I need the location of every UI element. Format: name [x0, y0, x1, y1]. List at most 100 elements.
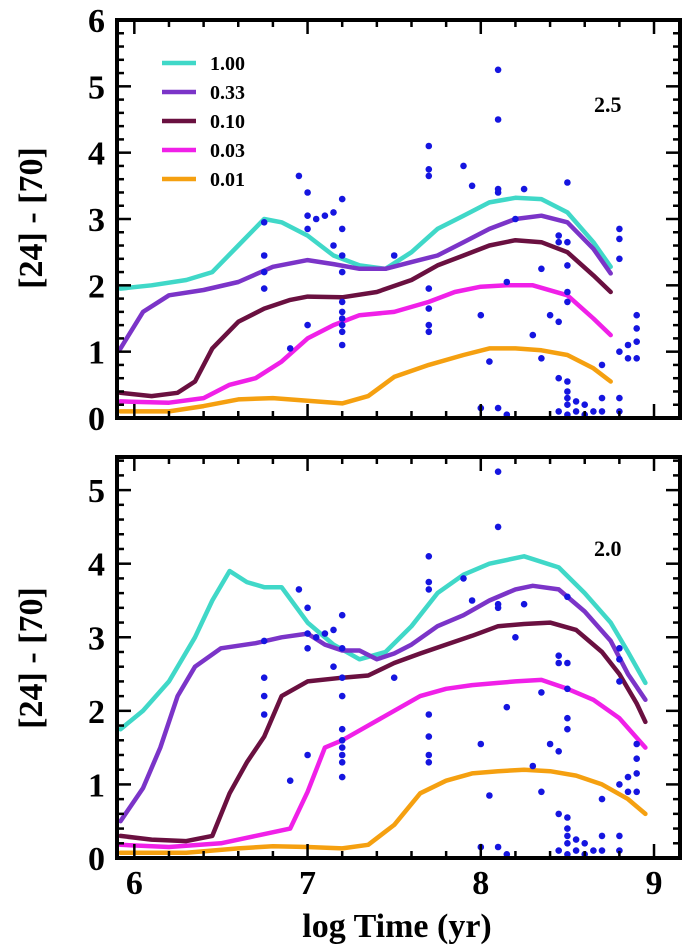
- data-point: [486, 792, 493, 799]
- data-point: [304, 225, 311, 233]
- legend-label-1.00: 1.00: [210, 53, 245, 75]
- data-point: [304, 751, 311, 759]
- data-point: [304, 212, 311, 219]
- series-line-0.01: [118, 346, 613, 414]
- data-point: [260, 711, 268, 718]
- legend-label-0.33: 0.33: [210, 82, 245, 104]
- data-point: [564, 238, 571, 246]
- data-point: [330, 663, 337, 670]
- data-point: [338, 737, 346, 744]
- axis-frame: [115, 18, 682, 420]
- data-point: [286, 345, 294, 352]
- data-point: [425, 166, 433, 173]
- x-tick-label: 9: [646, 865, 663, 902]
- data-point: [494, 523, 502, 531]
- data-point: [425, 142, 433, 150]
- y-tick-label: 6: [88, 3, 105, 40]
- axis-frame: [115, 455, 682, 860]
- data-point: [338, 692, 346, 700]
- chart-panel-2: 6 7 8 9 0 1 2 3 4 5 [24] - [70] 2.0: [13, 455, 682, 902]
- data-point: [260, 219, 268, 226]
- data-point: [546, 740, 554, 748]
- panel-label: 2.5: [594, 92, 622, 117]
- legend: 1.00 0.33 0.10 0.03 0.01: [162, 53, 245, 191]
- data-point: [425, 305, 433, 312]
- data-point: [572, 836, 580, 843]
- data-point: [598, 408, 606, 415]
- data-point: [572, 398, 580, 405]
- data-point: [503, 851, 511, 858]
- panels: 0 1 2 3 4 5 6 [24] - [70] 2.5 1.00 0.33 0.10 0.03 0.0…: [13, 3, 682, 902]
- y-tick-label: 0: [88, 401, 105, 438]
- data-point: [260, 692, 268, 700]
- data-point: [538, 689, 545, 696]
- data-point: [555, 748, 562, 755]
- data-point: [598, 832, 606, 840]
- data-point: [338, 225, 346, 233]
- data-point: [616, 645, 623, 652]
- data-point: [425, 751, 433, 759]
- data-point: [312, 215, 320, 223]
- data-point: [590, 408, 597, 415]
- data-point: [598, 394, 606, 402]
- data-point: [555, 238, 562, 246]
- data-point: [477, 311, 485, 319]
- data-point: [425, 586, 433, 593]
- data-point: [468, 182, 476, 190]
- data-point: [330, 209, 337, 216]
- data-point: [564, 179, 571, 186]
- data-point: [555, 318, 562, 326]
- data-point: [460, 162, 467, 170]
- data-point: [564, 394, 571, 402]
- data-point: [555, 847, 562, 854]
- data-point: [564, 659, 571, 667]
- data-point: [338, 674, 346, 681]
- data-point: [633, 311, 640, 319]
- data-point: [633, 740, 640, 748]
- data-point: [520, 185, 528, 193]
- data-point: [304, 189, 311, 196]
- data-point: [546, 311, 554, 319]
- data-point: [616, 225, 623, 233]
- data-point: [260, 285, 268, 292]
- data-point: [564, 825, 571, 832]
- data-point: [338, 308, 346, 316]
- data-point: [555, 232, 562, 239]
- data-point: [425, 328, 433, 336]
- data-point: [295, 172, 303, 180]
- data-point: [598, 795, 606, 803]
- data-point: [564, 814, 571, 821]
- data-point: [555, 659, 562, 667]
- data-point: [564, 262, 571, 269]
- plot-area: [118, 468, 648, 858]
- data-point: [564, 401, 571, 409]
- x-axis-title: log Time (yr): [302, 908, 492, 945]
- data-point: [494, 66, 502, 74]
- data-point: [538, 265, 545, 273]
- data-point: [312, 634, 320, 641]
- series-line-0.10: [118, 620, 648, 844]
- y-tick-label: 5: [88, 69, 105, 106]
- data-point: [616, 678, 623, 685]
- data-point: [330, 242, 337, 249]
- data-point: [338, 759, 346, 766]
- data-point: [616, 832, 623, 840]
- data-point: [624, 341, 632, 349]
- data-point: [512, 215, 519, 223]
- y-tick-label: 1: [88, 335, 105, 372]
- data-point: [321, 212, 329, 219]
- data-point: [260, 252, 268, 259]
- data-point: [555, 408, 562, 415]
- data-point: [425, 285, 433, 292]
- data-point: [520, 600, 528, 608]
- data-point: [616, 394, 623, 402]
- data-point: [624, 788, 632, 796]
- data-point: [555, 374, 562, 382]
- data-point: [564, 593, 571, 601]
- data-point: [486, 358, 493, 365]
- data-point: [390, 252, 398, 259]
- x-tick-label: 6: [126, 865, 143, 902]
- data-point: [503, 703, 511, 711]
- legend-label-0.03: 0.03: [210, 140, 245, 162]
- data-point: [425, 172, 433, 180]
